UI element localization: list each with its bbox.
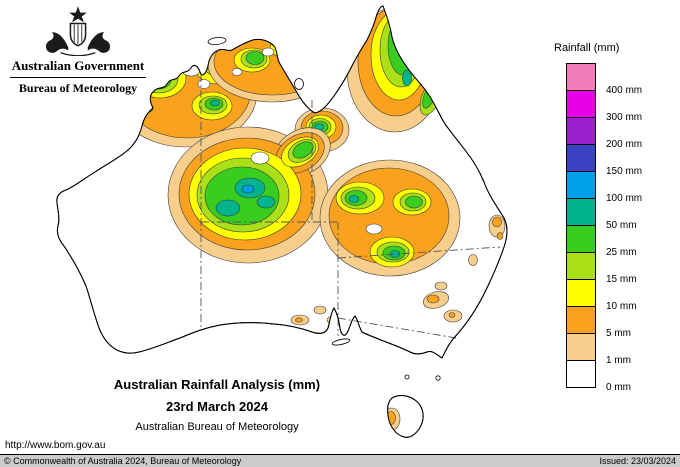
legend-label: 100 mm (606, 193, 643, 204)
legend-label: 50 mm (606, 220, 637, 231)
legend-label: 25 mm (606, 247, 637, 258)
legend-row: 0 mm (566, 360, 676, 393)
offshore-islands (207, 36, 441, 381)
legend-swatch (566, 171, 596, 199)
legend-swatch (566, 63, 596, 91)
legend-row: 300 mm (566, 90, 676, 123)
crest-scroll (60, 52, 96, 56)
bureau-title: Bureau of Meteorology (18, 81, 138, 95)
contours-northern-nsw (422, 281, 463, 323)
crest-kangaroo (45, 32, 69, 53)
map-caption: Australian Rainfall Analysis (mm) 23rd M… (77, 377, 357, 433)
legend-row: 50 mm (566, 198, 676, 231)
legend-label: 15 mm (606, 274, 637, 285)
legend-title: Rainfall (mm) (554, 42, 620, 54)
legend-swatch (566, 90, 596, 118)
crest-emu (87, 32, 111, 53)
caption-date: 23rd March 2024 (166, 399, 268, 414)
contours-inland-queensland (319, 159, 461, 277)
legend-swatch (566, 333, 596, 361)
legend-row: 1 mm (566, 333, 676, 366)
issued-text: Issued: 23/03/2024 (599, 456, 676, 466)
legend-row: 15 mm (566, 252, 676, 285)
legend-swatch (566, 225, 596, 253)
legend-swatch (566, 279, 596, 307)
legend-scale: 400 mm 300 mm 200 mm 150 mm 100 mm 50 mm (566, 63, 676, 393)
copyright-text: © Commonwealth of Australia 2024, Bureau… (4, 456, 242, 466)
legend-swatch (566, 117, 596, 145)
crest-star (69, 6, 87, 23)
legend-label: 150 mm (606, 166, 643, 177)
caption-org: Australian Bureau of Meteorology (135, 421, 299, 433)
legend-label: 5 mm (606, 328, 631, 339)
legend-row: 200 mm (566, 117, 676, 150)
legend-label: 1 mm (606, 355, 631, 366)
legend-label: 300 mm (606, 112, 643, 123)
legend-label: 400 mm (606, 85, 643, 96)
legend-swatch (566, 252, 596, 280)
legend-row: 5 mm (566, 306, 676, 339)
legend-swatch (566, 306, 596, 334)
legend-row: 150 mm (566, 144, 676, 177)
footer-bar: © Commonwealth of Australia 2024, Bureau… (0, 454, 680, 467)
header: Australian Government Bureau of Meteorol… (8, 4, 148, 96)
crest-shield (69, 22, 87, 47)
legend-row: 400 mm (566, 63, 676, 96)
legend-row: 10 mm (566, 279, 676, 312)
legend-label: 0 mm (606, 382, 631, 393)
legend-swatch (566, 198, 596, 226)
legend-swatch (566, 144, 596, 172)
state-borders (200, 74, 501, 339)
crest-shield-stripes (73, 24, 83, 45)
australia-coastline-outline (56, 5, 508, 359)
legend: Rainfall (mm) 400 mm 300 mm 200 mm 150 m… (552, 42, 676, 393)
caption-title: Australian Rainfall Analysis (mm) (113, 377, 321, 392)
legend-row: 100 mm (566, 171, 676, 204)
contours-top-end (207, 25, 337, 103)
tasmania-outline (387, 395, 424, 438)
contours-central-australia (167, 126, 331, 264)
legend-swatch (566, 360, 596, 388)
bom-url: http://www.bom.gov.au (5, 440, 106, 451)
government-title: Australian Government (11, 58, 145, 73)
legend-label: 200 mm (606, 139, 643, 150)
legend-row: 25 mm (566, 225, 676, 258)
coat-of-arms (45, 6, 111, 56)
header-divider (10, 77, 146, 78)
contours-east-coast (468, 214, 506, 266)
legend-label: 10 mm (606, 301, 637, 312)
